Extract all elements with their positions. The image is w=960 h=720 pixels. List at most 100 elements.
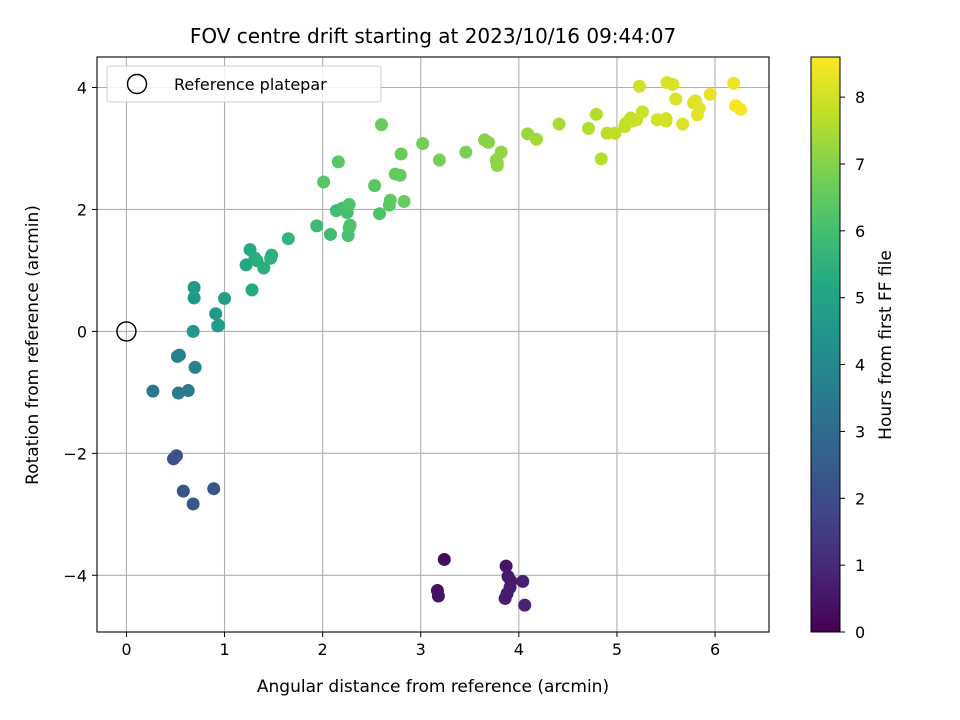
scatter-point xyxy=(209,307,223,321)
legend-box xyxy=(106,65,382,103)
colorbar-tick-label: 5 xyxy=(855,289,865,308)
y-axis-ticks: −4 −2 0 2 4 xyxy=(63,78,97,585)
scatter-point xyxy=(659,114,673,128)
x-tick-label: 0 xyxy=(121,640,131,659)
scatter-point xyxy=(734,102,748,116)
colorbar-tick-label: 7 xyxy=(855,155,865,174)
scatter-point xyxy=(342,198,356,212)
scatter-point xyxy=(692,101,706,115)
scatter-point xyxy=(608,126,622,140)
scatter-point xyxy=(171,386,185,400)
scatter-point xyxy=(187,280,201,294)
scatter-point xyxy=(397,195,411,209)
scatter-point xyxy=(186,497,200,511)
scatter-point xyxy=(187,291,201,305)
x-tick-label: 5 xyxy=(612,640,622,659)
colorbar-tick-label: 2 xyxy=(855,489,865,508)
y-tick-label: −4 xyxy=(63,566,87,585)
chart-title: FOV centre drift starting at 2023/10/16 … xyxy=(190,24,676,48)
x-tick-label: 4 xyxy=(514,640,524,659)
scatter-point xyxy=(188,360,202,374)
scatter-point xyxy=(169,449,183,463)
scatter-point xyxy=(552,117,566,131)
scatter-point xyxy=(518,598,532,612)
x-tick-label: 6 xyxy=(710,640,720,659)
colorbar-tick-label: 4 xyxy=(855,356,865,375)
scatter-point xyxy=(176,484,190,498)
scatter-point xyxy=(186,324,200,338)
scatter-point xyxy=(481,135,495,149)
y-axis-label: Rotation from reference (arcmin) xyxy=(23,205,43,485)
scatter-point xyxy=(343,218,357,232)
legend-marker-icon xyxy=(126,73,148,95)
scatter-point xyxy=(383,193,397,207)
scatter-point xyxy=(437,552,451,566)
reference-point-marker xyxy=(116,321,137,342)
scatter-point xyxy=(727,76,741,90)
scatter-point xyxy=(257,261,271,275)
legend-entry-reference: Reference platepar xyxy=(174,75,327,94)
scatter-point xyxy=(589,107,603,121)
x-tick-label: 3 xyxy=(416,640,426,659)
scatter-point xyxy=(374,118,388,132)
scatter-point xyxy=(146,384,160,398)
grid-lines xyxy=(97,57,769,632)
scatter-point xyxy=(676,117,690,131)
scatter-point xyxy=(310,219,324,233)
scatter-point xyxy=(181,384,195,398)
scatter-point xyxy=(331,155,345,169)
scatter-point xyxy=(581,121,595,135)
scatter-point xyxy=(703,87,717,101)
y-tick-label: 4 xyxy=(77,78,87,97)
colorbar-ticks: 0 1 2 3 4 5 6 7 8 xyxy=(840,88,865,642)
scatter-point xyxy=(503,580,517,594)
x-axis-label: Angular distance from reference (arcmin) xyxy=(257,677,609,697)
scatter-point xyxy=(281,232,295,246)
scatter-point xyxy=(432,153,446,167)
scatter-point xyxy=(490,155,504,169)
scatter-point xyxy=(498,591,512,605)
scatter-point xyxy=(323,227,337,241)
scatter-point xyxy=(393,168,407,182)
y-tick-label: 2 xyxy=(77,200,87,219)
scatter-point xyxy=(207,482,221,496)
plot-frame xyxy=(96,56,770,633)
scatter-point xyxy=(594,152,608,166)
colorbar-tick-label: 1 xyxy=(855,556,865,575)
scatter-point xyxy=(516,574,530,588)
scatter-point xyxy=(239,258,253,272)
scatter-point xyxy=(265,248,279,262)
scatter-point xyxy=(218,291,232,305)
y-tick-label: −2 xyxy=(63,444,87,463)
scatter-point xyxy=(633,79,647,93)
colorbar-tick-label: 6 xyxy=(855,222,865,241)
scatter-point xyxy=(635,105,649,119)
scatter-point xyxy=(212,318,226,332)
scatter-point xyxy=(394,147,408,161)
colorbar-tick-label: 8 xyxy=(855,88,865,107)
scatter-point xyxy=(431,589,445,603)
scatter-point xyxy=(499,559,513,573)
scatter-point xyxy=(669,92,683,106)
scatter-point xyxy=(459,145,473,159)
colorbar xyxy=(810,56,841,633)
colorbar-label: Hours from first FF file xyxy=(876,250,896,440)
scatter-point xyxy=(172,348,186,362)
scatter-point xyxy=(317,175,331,189)
scatter-point xyxy=(368,179,382,193)
scatter-point xyxy=(529,132,543,146)
scatter-point xyxy=(245,283,259,297)
legend: Reference platepar xyxy=(106,65,382,103)
scatter-point xyxy=(416,137,430,151)
x-tick-label: 2 xyxy=(318,640,328,659)
x-tick-label: 1 xyxy=(219,640,229,659)
scatter-points xyxy=(146,76,748,612)
x-axis-ticks: 0 1 2 3 4 5 6 xyxy=(121,632,720,659)
scatter-point xyxy=(494,145,508,159)
colorbar-tick-label: 3 xyxy=(855,422,865,441)
y-tick-label: 0 xyxy=(77,322,87,341)
colorbar-tick-label: 0 xyxy=(855,623,865,642)
scatter-point xyxy=(666,77,680,91)
scatter-point xyxy=(373,207,387,221)
